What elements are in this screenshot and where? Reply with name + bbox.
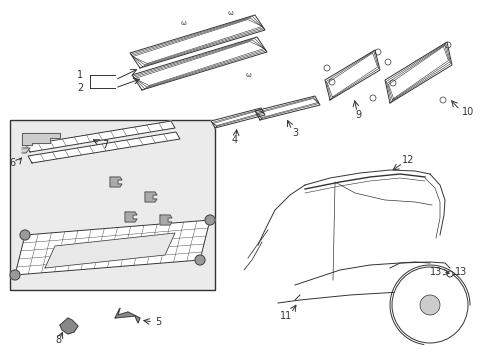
Polygon shape xyxy=(132,37,266,90)
Circle shape xyxy=(10,270,20,280)
Text: 7: 7 xyxy=(102,140,108,150)
Circle shape xyxy=(391,267,467,343)
Polygon shape xyxy=(45,233,175,268)
Polygon shape xyxy=(60,318,78,334)
Polygon shape xyxy=(115,308,140,323)
Text: 5: 5 xyxy=(155,317,161,327)
Polygon shape xyxy=(254,96,319,120)
Bar xyxy=(10,120,215,290)
Text: 2: 2 xyxy=(77,83,83,93)
Text: 9: 9 xyxy=(354,110,360,120)
Text: ω: ω xyxy=(180,20,185,26)
Text: 4: 4 xyxy=(231,135,238,145)
Circle shape xyxy=(446,271,452,277)
Text: 13: 13 xyxy=(454,267,467,277)
Circle shape xyxy=(20,230,30,240)
Text: ω: ω xyxy=(244,72,250,78)
Text: 3: 3 xyxy=(291,128,298,138)
Polygon shape xyxy=(325,50,379,100)
Polygon shape xyxy=(22,148,30,153)
Text: 1: 1 xyxy=(77,70,83,80)
Polygon shape xyxy=(26,121,175,152)
Text: 10: 10 xyxy=(461,107,473,117)
Polygon shape xyxy=(145,192,157,202)
Polygon shape xyxy=(160,215,172,225)
Polygon shape xyxy=(110,177,122,187)
Circle shape xyxy=(419,295,439,315)
Text: ω: ω xyxy=(226,10,232,16)
Polygon shape xyxy=(210,108,264,128)
Circle shape xyxy=(195,255,204,265)
Text: 6: 6 xyxy=(9,158,15,168)
Polygon shape xyxy=(130,15,264,68)
Circle shape xyxy=(204,215,215,225)
Polygon shape xyxy=(15,220,209,275)
Text: 8: 8 xyxy=(55,335,61,345)
Polygon shape xyxy=(22,133,60,145)
Text: 13: 13 xyxy=(429,267,441,277)
Polygon shape xyxy=(125,212,137,222)
Polygon shape xyxy=(384,42,451,103)
Text: 12: 12 xyxy=(401,155,413,165)
Polygon shape xyxy=(28,132,180,163)
Text: 11: 11 xyxy=(279,311,291,321)
